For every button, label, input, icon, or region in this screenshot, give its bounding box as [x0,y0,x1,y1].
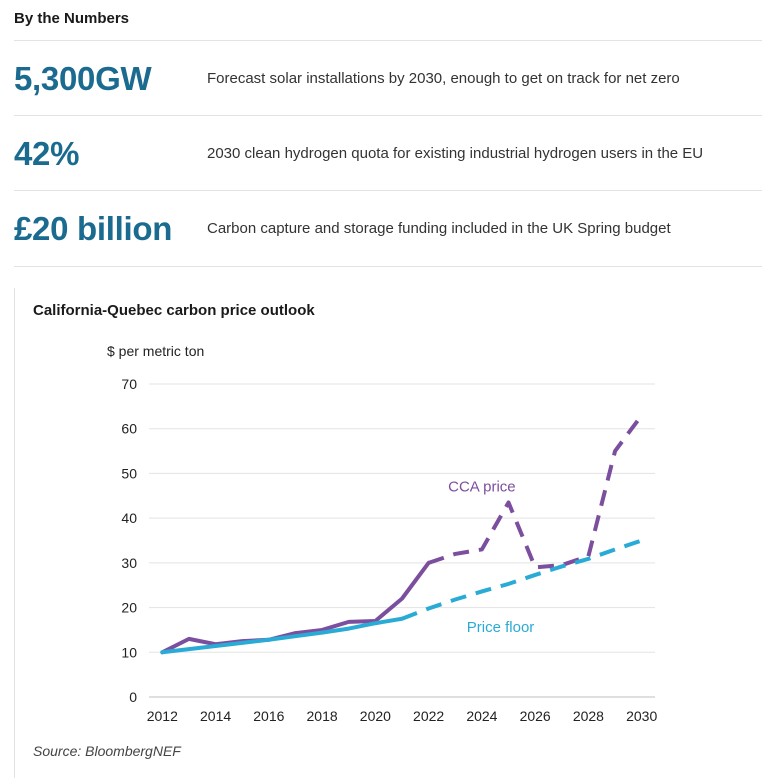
y-tick-label: 10 [121,644,137,660]
cca-price-line-forecast [427,414,644,570]
y-tick-label: 20 [121,600,137,616]
y-tick-label: 0 [129,689,137,705]
price-floor-line-forecast [401,538,643,621]
series-annotation: Price floor [467,619,535,636]
x-tick-label: 2016 [253,708,284,724]
chart-title: California-Quebec carbon price outlook [33,302,315,319]
x-tick-label: 2018 [307,708,338,724]
y-tick-label: 30 [121,555,137,571]
stat-value: 42% [14,135,80,172]
y-tick-label: 40 [121,510,137,526]
series-annotation: CCA price [448,478,516,495]
x-tick-label: 2014 [200,708,231,724]
x-tick-label: 2020 [360,708,391,724]
cca-price-line-actual [160,560,431,655]
y-tick-label: 70 [121,376,137,392]
y-tick-label: 60 [121,421,137,437]
stat-row: 42% 2030 clean hydrogen quota for existi… [14,115,762,191]
stat-row: £20 billion Carbon capture and storage f… [14,190,762,267]
price-floor-line-actual [160,616,404,655]
x-tick-label: 2024 [466,708,497,724]
chart-source: Source: BloombergNEF [33,743,181,759]
x-tick-label: 2012 [147,708,178,724]
stat-description: Carbon capture and storage funding inclu… [207,220,671,237]
x-tick-label: 2026 [520,708,551,724]
stat-value: 5,300GW [14,60,152,97]
x-tick-label: 2028 [573,708,604,724]
y-axis-label: $ per metric ton [107,343,204,359]
stat-row: 5,300GW Forecast solar installations by … [14,40,762,116]
chart-panel: 0 10 20 30 40 50 60 70 2012 2014 2016 2018 2020 2022 2… [14,288,763,778]
y-tick-label: 50 [121,465,137,481]
x-tick-label: 2030 [626,708,657,724]
stat-description: 2030 clean hydrogen quota for existing i… [207,145,704,162]
stat-value: £20 billion [14,210,173,247]
section-title: By the Numbers [14,10,130,27]
x-tick-label: 2022 [413,708,444,724]
stat-description: Forecast solar installations by 2030, en… [207,70,680,87]
